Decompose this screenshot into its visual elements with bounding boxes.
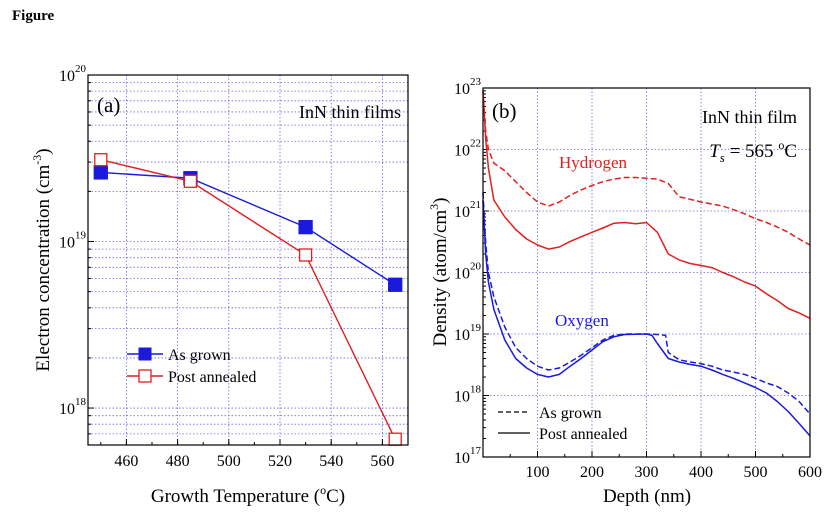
legend-as-grown-marker — [138, 347, 152, 361]
y-tick-label: 1023 — [454, 76, 482, 98]
y-tick-label: 1020 — [454, 261, 482, 283]
y-tick-label: 1017 — [454, 445, 482, 467]
panel-a-label: (a) — [97, 93, 120, 117]
data-point-as-grown — [388, 277, 403, 292]
x-tick-label: 540 — [319, 453, 343, 470]
panel-a-series — [93, 153, 403, 446]
data-point-post-annealed — [298, 248, 313, 262]
x-tick-label: 560 — [370, 453, 394, 470]
data-point-as-grown — [93, 165, 108, 180]
y-tick-label: 1022 — [454, 138, 481, 160]
panel-b-label: (b) — [492, 99, 517, 123]
panel-a-annotation: InN thin films — [299, 102, 401, 122]
x-tick-label: 400 — [689, 464, 713, 481]
y-tick-label: 1018 — [59, 396, 87, 418]
panel-b-hydrogen-label: Hydrogen — [559, 153, 627, 172]
y-tick-label: 1019 — [59, 230, 87, 252]
x-tick-label: 300 — [635, 464, 659, 481]
x-tick-label: 520 — [268, 453, 292, 470]
y-tick-label: 1020 — [59, 63, 87, 85]
x-tick-label: 500 — [217, 453, 241, 470]
panel-b-ylabel: Density (atom/cm3) — [427, 198, 451, 347]
figure-heading: Figure — [12, 8, 55, 24]
data-point-as-grown — [298, 219, 313, 235]
data-point-post-annealed — [183, 174, 198, 188]
y-tick-label: 1019 — [454, 322, 482, 344]
panel-b-ticks: 100 200 300 400 500 600 1017 1018 1019 1020 1021 10… — [454, 76, 822, 481]
panel-a-ylabel: Electron concentration (cm-3) — [30, 148, 54, 371]
panel-b-series — [482, 90, 811, 437]
panel-b-annotation-temperature: Ts = 565 oC — [709, 138, 797, 165]
series-line-as-grown — [100, 171, 396, 286]
x-tick-label: 480 — [166, 453, 190, 470]
data-point-post-annealed — [388, 432, 402, 446]
series-line-post-annealed — [100, 159, 396, 440]
panel-b-oxygen-label: Oxygen — [555, 311, 609, 330]
panel-a: 460 480 500 520 540 560 1018 1019 1020 (a) InN t… — [30, 63, 409, 507]
x-tick-label: 500 — [744, 464, 768, 481]
y-tick-label: 1018 — [454, 384, 482, 406]
series-hydrogen-as-grown — [482, 90, 811, 246]
x-tick-label: 460 — [114, 453, 138, 470]
x-tick-label: 200 — [580, 464, 604, 481]
panel-b-legend: As grown Post annealed — [498, 405, 627, 443]
panel-a-ticks: 460 480 500 520 540 560 1018 1019 1020 — [59, 63, 409, 470]
y-tick-label: 1021 — [454, 199, 481, 221]
panel-a-legend: As grown Post annealed — [127, 347, 256, 386]
panel-a-grid — [88, 75, 408, 446]
panel-b-frame — [482, 87, 811, 458]
panel-b: 100 200 300 400 500 600 1017 1018 1019 1020 1021 10… — [427, 76, 822, 507]
panel-b-annotation-title: InN thin film — [702, 107, 797, 127]
x-tick-label: 100 — [526, 464, 550, 481]
series-hydrogen-post-annealed — [482, 90, 811, 319]
series-oxygen-post-annealed — [482, 200, 811, 437]
legend-post-annealed-marker — [138, 369, 152, 383]
panel-b-xlabel: Depth (nm) — [603, 486, 691, 507]
panel-a-xlabel: Growth Temperature (oC) — [151, 483, 345, 507]
panel-a-frame — [87, 74, 409, 446]
data-point-post-annealed — [94, 153, 108, 167]
x-tick-label: 600 — [798, 464, 822, 481]
legend-as-grown-label: As grown — [168, 347, 231, 364]
legend-dashed-label: As grown — [539, 405, 602, 422]
legend-solid-label: Post annealed — [539, 426, 627, 443]
legend-post-annealed-label: Post annealed — [168, 369, 256, 386]
